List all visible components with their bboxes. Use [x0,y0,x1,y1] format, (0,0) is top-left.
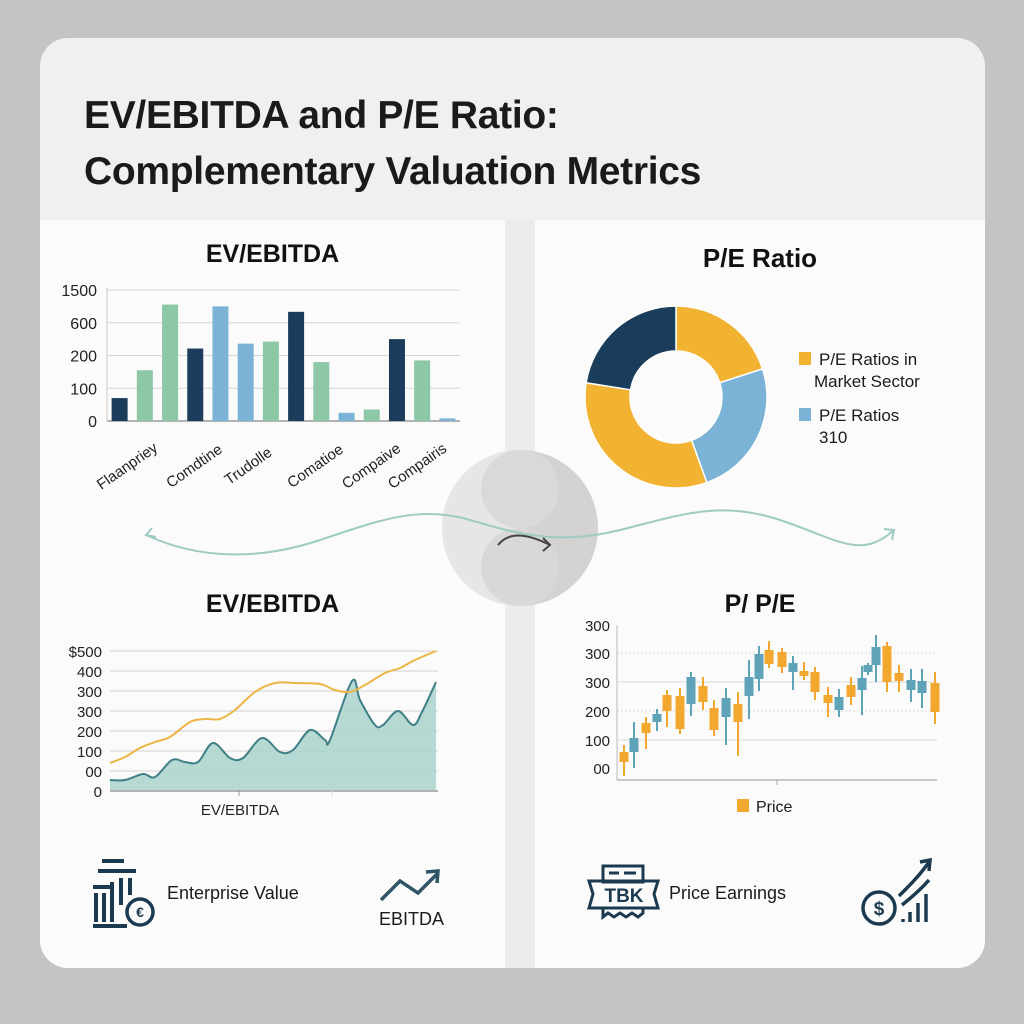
candlestick-chart-heading: P/ P/E [724,590,796,618]
area-chart-heading: EV/EBITDA [205,590,340,618]
title-line-1: EV/EBITDA and P/E Ratio: [84,94,559,137]
enterprise-value-label: Enterprise Value [167,883,299,903]
ebitda-label: EBITDA [379,909,445,929]
pie-chart-heading: P/E Ratio [702,243,818,273]
bar-chart-heading: EV/EBITDA [205,240,340,268]
page-title: EV/EBITDA and P/E Ratio: Complementary V… [84,88,701,200]
panel-divider [505,220,535,968]
title-line-2: Complementary Valuation Metrics [84,150,702,193]
price-earnings-label: Price Earnings [669,883,787,903]
infographic-card: EV/EBITDA and P/E Ratio: Complementary V… [40,38,985,968]
